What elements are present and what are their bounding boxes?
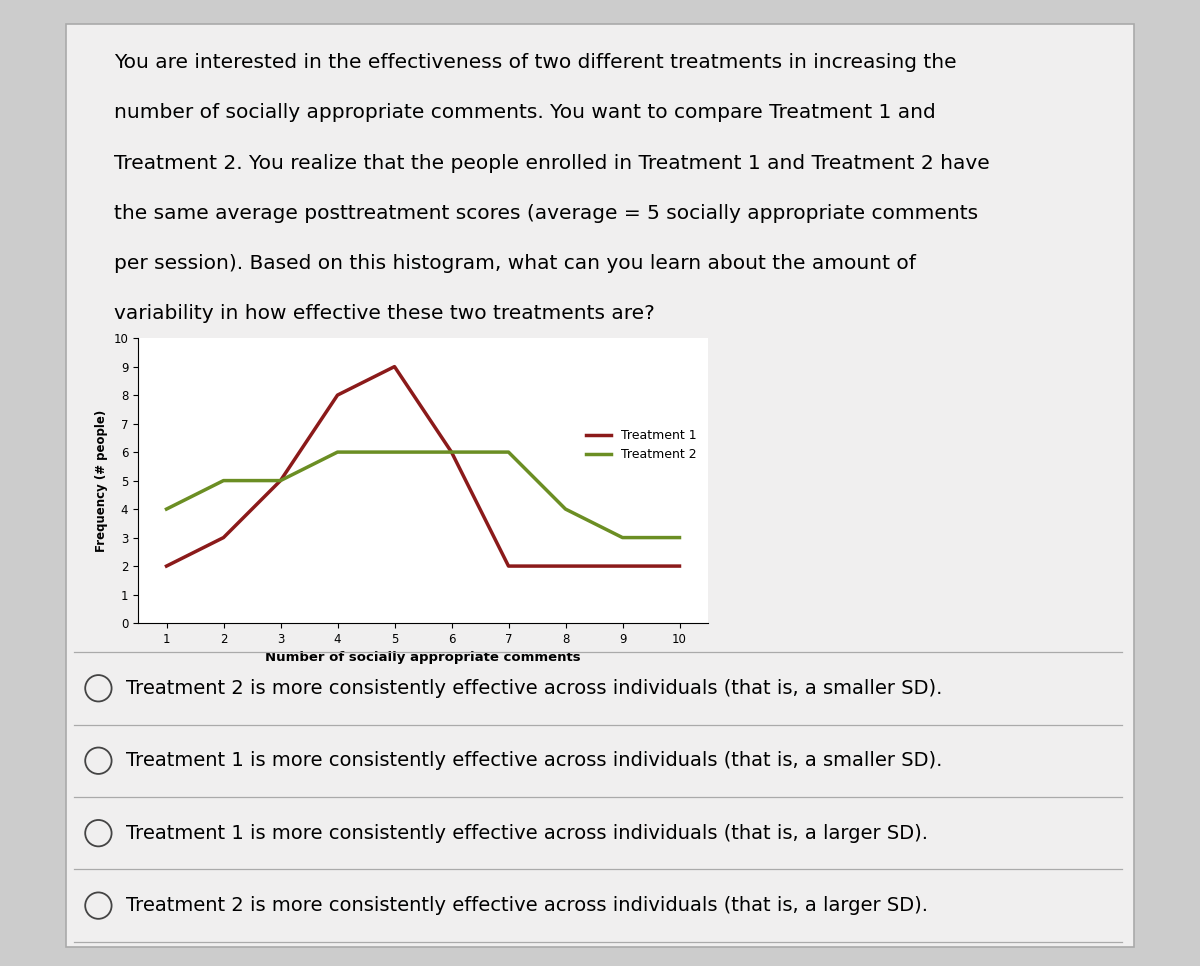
Legend: Treatment 1, Treatment 2: Treatment 1, Treatment 2: [581, 424, 702, 467]
Text: Treatment 2 is more consistently effective across individuals (that is, a larger: Treatment 2 is more consistently effecti…: [126, 896, 928, 915]
Text: Treatment 2. You realize that the people enrolled in Treatment 1 and Treatment 2: Treatment 2. You realize that the people…: [114, 154, 990, 173]
Text: variability in how effective these two treatments are?: variability in how effective these two t…: [114, 304, 655, 324]
Y-axis label: Frequency (# people): Frequency (# people): [95, 410, 108, 552]
X-axis label: Number of socially appropriate comments: Number of socially appropriate comments: [265, 651, 581, 665]
Bar: [66, 24, 1134, 947]
Text: Treatment 2 is more consistently effective across individuals (that is, a smalle: Treatment 2 is more consistently effecti…: [126, 679, 942, 697]
Text: Treatment 1 is more consistently effective across individuals (that is, a smalle: Treatment 1 is more consistently effecti…: [126, 752, 942, 770]
Text: You are interested in the effectiveness of two different treatments in increasin: You are interested in the effectiveness …: [114, 53, 956, 72]
Text: the same average posttreatment scores (average = 5 socially appropriate comments: the same average posttreatment scores (a…: [114, 204, 978, 223]
Text: number of socially appropriate comments. You want to compare Treatment 1 and: number of socially appropriate comments.…: [114, 103, 936, 123]
Text: Treatment 1 is more consistently effective across individuals (that is, a larger: Treatment 1 is more consistently effecti…: [126, 824, 928, 842]
Text: per session). Based on this histogram, what can you learn about the amount of: per session). Based on this histogram, w…: [114, 254, 916, 273]
